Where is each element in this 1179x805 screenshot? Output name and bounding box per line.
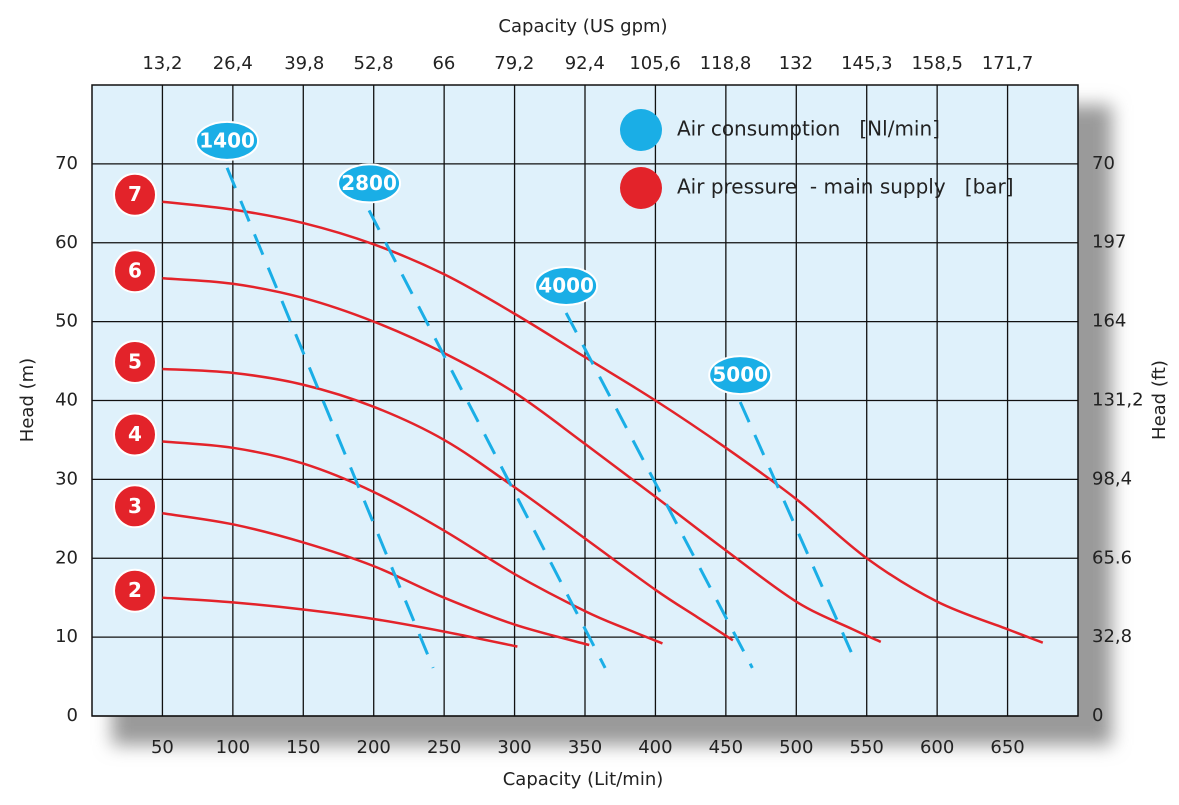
y2-tick-label: 0 — [1092, 705, 1103, 726]
series-label-badge — [708, 355, 773, 396]
series-label: 4000 — [538, 273, 594, 297]
x-tick-label: 100 — [216, 737, 250, 758]
x2-tick-label: 26,4 — [213, 53, 253, 74]
x2-tick-label: 171,7 — [982, 53, 1034, 74]
y2-tick-label: 70 — [1092, 153, 1115, 174]
x-tick-label: 450 — [709, 737, 743, 758]
series-label-badge — [113, 339, 157, 384]
x-tick-label: 150 — [286, 737, 320, 758]
series-label-badge — [337, 163, 402, 204]
x2-tick-label: 145,3 — [841, 53, 893, 74]
series-line — [367, 209, 607, 669]
y2-tick-label: 98,4 — [1092, 468, 1132, 489]
series-label-badge — [113, 412, 157, 457]
x-axis-title: Capacity (Lit/min) — [503, 769, 664, 790]
x-tick-label: 400 — [638, 737, 672, 758]
series-label: 4 — [128, 422, 142, 446]
series-line — [225, 167, 435, 669]
series-label: 5000 — [712, 363, 768, 387]
x2-axis-title: Capacity (US gpm) — [498, 16, 667, 37]
y-tick-label: 60 — [55, 232, 78, 253]
series-label-badge — [113, 484, 157, 529]
x2-tick-label: 92,4 — [565, 53, 605, 74]
y-tick-label: 0 — [67, 705, 78, 726]
x-tick-label: 300 — [497, 737, 531, 758]
x-tick-label: 50 — [151, 737, 174, 758]
y-tick-label: 50 — [55, 311, 78, 332]
y2-axis-title: Head (ft) — [1149, 360, 1170, 440]
series-label-badge — [534, 265, 599, 306]
x-tick-label: 550 — [850, 737, 884, 758]
x-tick-label: 600 — [920, 737, 954, 758]
legend-label: Air pressure - main supply [bar] — [677, 175, 1014, 199]
x-tick-label: 250 — [427, 737, 461, 758]
series-label: 6 — [128, 259, 142, 283]
x2-tick-label: 13,2 — [142, 53, 182, 74]
x-tick-label: 350 — [568, 737, 602, 758]
x2-tick-label: 39,8 — [284, 53, 324, 74]
x2-tick-label: 66 — [432, 53, 455, 74]
x2-tick-label: 132 — [779, 53, 813, 74]
series-label-badge — [113, 249, 157, 294]
legend-label: Air consumption [Nl/min] — [677, 117, 940, 141]
x2-tick-label: 105,6 — [629, 53, 681, 74]
legend-swatch — [620, 109, 662, 151]
series-line — [162, 200, 1044, 644]
x-tick-label: 650 — [990, 737, 1024, 758]
y-tick-label: 10 — [55, 626, 78, 647]
series-line — [564, 312, 754, 669]
y-axis-title: Head (m) — [17, 358, 38, 442]
series-line — [162, 440, 663, 645]
series-line — [162, 367, 734, 642]
series-line — [162, 596, 518, 648]
x2-tick-label: 52,8 — [354, 53, 394, 74]
series-label: 2800 — [341, 171, 397, 195]
series-label: 1400 — [199, 128, 255, 152]
y2-tick-label: 65.6 — [1092, 547, 1132, 568]
x2-tick-label: 158,5 — [911, 53, 963, 74]
y-tick-label: 40 — [55, 390, 78, 411]
series-line — [162, 276, 882, 643]
y2-tick-label: 32,8 — [1092, 626, 1132, 647]
y-tick-label: 70 — [55, 153, 78, 174]
series-label: 3 — [128, 494, 142, 518]
series-label-badge — [113, 568, 157, 613]
x-tick-label: 500 — [779, 737, 813, 758]
x2-tick-label: 118,8 — [700, 53, 752, 74]
y-tick-label: 20 — [55, 547, 78, 568]
plot-border — [91, 84, 1079, 717]
x-tick-label: 200 — [357, 737, 391, 758]
y2-tick-label: 164 — [1092, 311, 1126, 332]
series-label-badge — [195, 120, 260, 161]
legend-swatch — [620, 167, 662, 209]
series-label-badge — [113, 172, 157, 217]
y2-tick-label: 131,2 — [1092, 390, 1144, 411]
series-label: 2 — [128, 578, 142, 602]
y2-tick-label: 197 — [1092, 231, 1126, 252]
series-label: 5 — [128, 349, 142, 373]
series-label: 7 — [128, 182, 142, 206]
series-line — [162, 512, 590, 647]
x2-tick-label: 79,2 — [494, 53, 534, 74]
y-tick-label: 30 — [55, 468, 78, 489]
